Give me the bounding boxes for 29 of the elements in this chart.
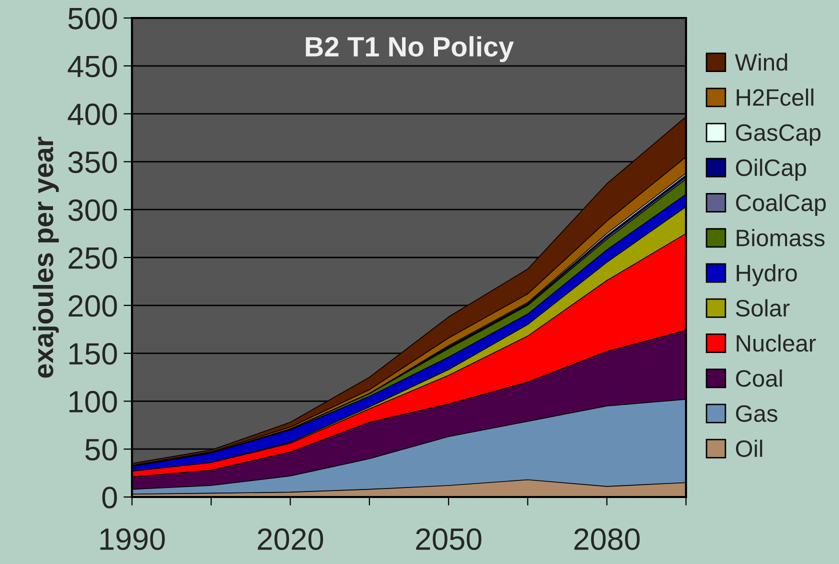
legend-label: Gas — [736, 405, 778, 422]
x-tick-label: 2080 — [574, 528, 640, 550]
legend-label: H2Fcell — [736, 88, 814, 106]
legend-label: Solar — [736, 299, 790, 317]
y-tick-label: 500 — [68, 8, 117, 30]
y-tick-label: 250 — [68, 247, 117, 269]
legend-label: Oil — [736, 440, 762, 458]
legend-label: CoalCap — [736, 194, 826, 216]
y-tick-label: 0 — [102, 486, 117, 508]
y-axis-title: exajoules per year — [32, 136, 59, 378]
y-tick-label: 450 — [68, 56, 117, 78]
legend-label: OilCap — [736, 158, 806, 181]
y-tick-label: 50 — [85, 438, 117, 460]
y-tick-label: 350 — [68, 151, 117, 174]
text: B2 T1 No Policy — [306, 36, 514, 62]
legend-label: GasCap — [736, 124, 820, 146]
y-tick-label: 300 — [68, 199, 117, 221]
y-tick-label: 200 — [68, 295, 117, 317]
x-tick-label: 2020 — [258, 528, 324, 550]
legend-label: Nuclear — [736, 334, 816, 352]
x-tick-label: 2050 — [416, 528, 482, 550]
legend-label: Hydro — [736, 264, 797, 286]
x-tick-label: 1990 — [100, 528, 165, 550]
y-tick-label: 150 — [69, 343, 117, 365]
legend-label: Wind — [734, 53, 788, 71]
legend-label: Coal — [736, 369, 782, 387]
y-tick-label: 100 — [69, 390, 117, 413]
y-tick-label: 400 — [68, 104, 117, 126]
legend-label: Biomass — [736, 228, 825, 246]
